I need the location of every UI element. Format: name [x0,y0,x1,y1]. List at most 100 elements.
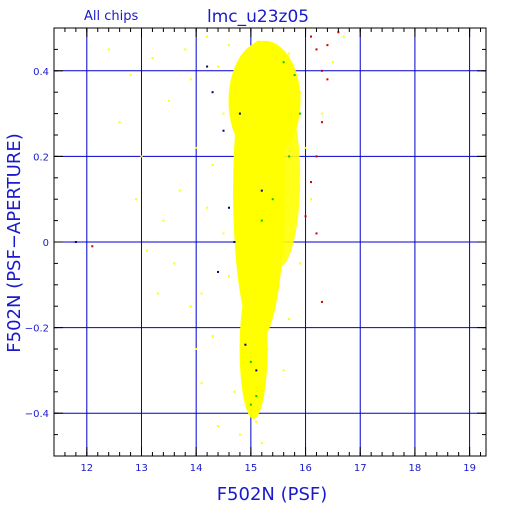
data-point [227,44,230,47]
data-point [320,112,323,115]
data-point [233,91,236,94]
data-point [255,104,258,107]
data-point [299,91,302,94]
data-point [173,262,176,265]
data-point [299,262,302,265]
x-tick-label: 17 [354,463,367,474]
data-point [233,241,236,243]
data-point [151,56,154,59]
tick-labels: 12 13 14 15 16 17 18 19 −0.4 −0.2 0 0.2 0.4 [25,67,476,474]
data-point [260,189,263,192]
y-tick-label: −0.4 [25,409,49,420]
data-point [310,198,313,201]
data-point [238,433,241,436]
data-point [118,121,121,124]
data-point [135,198,138,201]
data-point [222,232,225,235]
data-point [320,121,323,124]
x-axis-label: F502N (PSF) [217,484,328,505]
data-point [326,44,329,47]
data-point [310,181,313,184]
data-point [315,155,318,158]
data-point [310,35,313,38]
data-point [277,112,280,115]
data-point [255,420,258,423]
data-point [156,292,159,295]
data-points [74,31,345,445]
data-point [271,305,274,308]
x-tick-label: 13 [135,463,148,474]
data-point [206,65,209,68]
data-point [227,275,230,278]
x-tick-label: 18 [409,463,422,474]
data-point [211,91,214,94]
data-point [260,69,263,72]
data-point [271,198,274,201]
data-point [326,78,329,81]
y-tick-label: −0.2 [25,324,49,335]
data-point [162,219,165,222]
data-point [282,61,285,64]
data-point [282,232,285,235]
data-point [206,206,209,209]
data-point [320,300,323,303]
y-axis-label: F502N (PSF−APERTURE) [4,133,25,352]
data-point [217,425,220,428]
data-point [266,348,269,350]
data-point [342,35,345,38]
data-point [249,360,252,363]
data-point [255,253,258,256]
data-point [260,442,263,445]
data-point [189,305,192,308]
data-point [211,335,214,338]
data-point [244,343,247,346]
x-tick-label: 12 [80,463,93,474]
data-point [288,155,291,158]
data-point [315,48,318,51]
data-point [217,65,220,68]
data-point [249,219,252,222]
data-point [288,318,291,321]
data-point [277,275,280,278]
data-point [244,176,247,179]
data-point [195,146,198,149]
data-point [315,232,318,235]
data-point [222,112,225,115]
plot-area [53,27,487,457]
series-0 [107,35,345,445]
x-tick-label: 19 [463,463,476,474]
data-point [320,69,323,72]
data-point [74,241,77,243]
data-point [200,292,203,295]
data-point [211,163,214,166]
data-point [249,403,252,406]
data-point [337,31,340,34]
y-tick-label: 0.4 [33,67,49,78]
point-cloud-core [228,40,301,419]
axis-ticks [53,27,486,457]
x-tick-label: 15 [244,463,257,474]
data-point [184,48,187,51]
data-point [91,245,94,248]
data-point [189,78,192,81]
data-point [260,219,263,222]
data-point [331,61,334,64]
data-point [271,86,274,89]
y-tick-label: 0 [43,238,49,249]
data-point [293,74,296,77]
data-point [299,112,302,115]
dense-region [256,87,301,268]
data-point [227,206,230,209]
data-point [238,134,241,136]
dense-region [239,279,268,419]
data-point [200,382,203,385]
data-point [178,189,181,192]
data-point [107,48,110,51]
data-point [249,395,252,398]
data-point [222,129,225,132]
data-point [206,35,209,38]
data-point [167,99,170,102]
data-point [195,348,198,350]
series-2 [91,31,340,303]
